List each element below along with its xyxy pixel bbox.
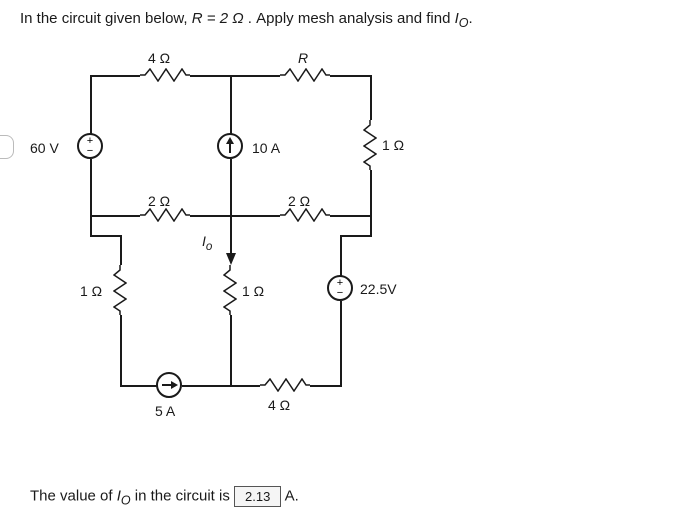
label-60v: 60 V: [30, 140, 59, 156]
resistor-2ohm-left: [140, 208, 190, 222]
label-4ohm-bottom: 4 Ω: [268, 397, 290, 413]
wire: [340, 235, 342, 277]
resistor-1ohm-mid-lower: [223, 265, 237, 315]
resistor-4ohm-bottom: [260, 378, 310, 392]
answer-prefix: The value of: [30, 487, 117, 504]
label-1ohm-left-lower: 1 Ω: [80, 283, 102, 299]
wire: [90, 75, 92, 135]
label-2ohm-left: 2 Ω: [148, 193, 170, 209]
wire: [340, 235, 372, 237]
wire: [190, 75, 280, 77]
label-R-top: R: [298, 50, 308, 66]
wire: [120, 385, 158, 387]
wire: [370, 170, 372, 215]
answer-statement: The value of IO in the circuit is 2.13 A…: [30, 486, 299, 507]
problem-prefix: In the circuit given below,: [20, 10, 192, 27]
wire: [310, 385, 342, 387]
problem-r-expr: R = 2 Ω: [192, 10, 244, 27]
voltage-source-60v: +−: [77, 133, 103, 159]
problem-period: .: [468, 10, 472, 27]
wire: [230, 75, 232, 135]
problem-suffix: . Apply mesh analysis and find: [248, 10, 455, 27]
current-source-10a: [217, 133, 243, 159]
label-22v: 22.5V: [360, 281, 397, 297]
resistor-1ohm-right-upper: [363, 120, 377, 170]
wire: [230, 215, 232, 255]
resistor-R-top: [280, 68, 330, 82]
list-indicator: [0, 135, 14, 159]
wire: [120, 315, 122, 385]
voltage-source-22v: +−: [327, 275, 353, 301]
label-io: Io: [202, 233, 212, 253]
wire: [120, 235, 122, 265]
problem-statement: In the circuit given below, R = 2 Ω . Ap…: [20, 10, 473, 30]
label-4ohm-top: 4 Ω: [148, 50, 170, 66]
label-1ohm-right-upper: 1 Ω: [382, 137, 404, 153]
answer-mid: in the circuit is: [135, 487, 234, 504]
label-10a: 10 A: [252, 140, 280, 156]
resistor-4ohm-top: [140, 68, 190, 82]
label-5a: 5 A: [155, 403, 175, 419]
answer-input[interactable]: 2.13: [234, 486, 281, 507]
wire: [90, 215, 92, 235]
wire: [340, 301, 342, 385]
resistor-1ohm-left-lower: [113, 265, 127, 315]
circuit-diagram: 4 Ω R +− 60 V 10 A 1 Ω 2 Ω 2 Ω 1 Ω: [30, 55, 530, 455]
resistor-2ohm-right: [280, 208, 330, 222]
wire: [190, 215, 280, 217]
wire: [90, 235, 122, 237]
wire: [182, 385, 260, 387]
answer-sub: O: [121, 493, 131, 507]
wire: [370, 75, 372, 120]
wire: [90, 75, 140, 77]
label-1ohm-mid-lower: 1 Ω: [242, 283, 264, 299]
wire: [90, 215, 140, 217]
wire: [330, 75, 370, 77]
answer-unit: A.: [285, 487, 299, 504]
wire: [230, 159, 232, 215]
wire: [370, 215, 372, 235]
wire: [230, 315, 232, 385]
current-source-5a: [156, 372, 182, 398]
wire: [330, 215, 370, 217]
label-2ohm-right: 2 Ω: [288, 193, 310, 209]
wire: [90, 159, 92, 215]
